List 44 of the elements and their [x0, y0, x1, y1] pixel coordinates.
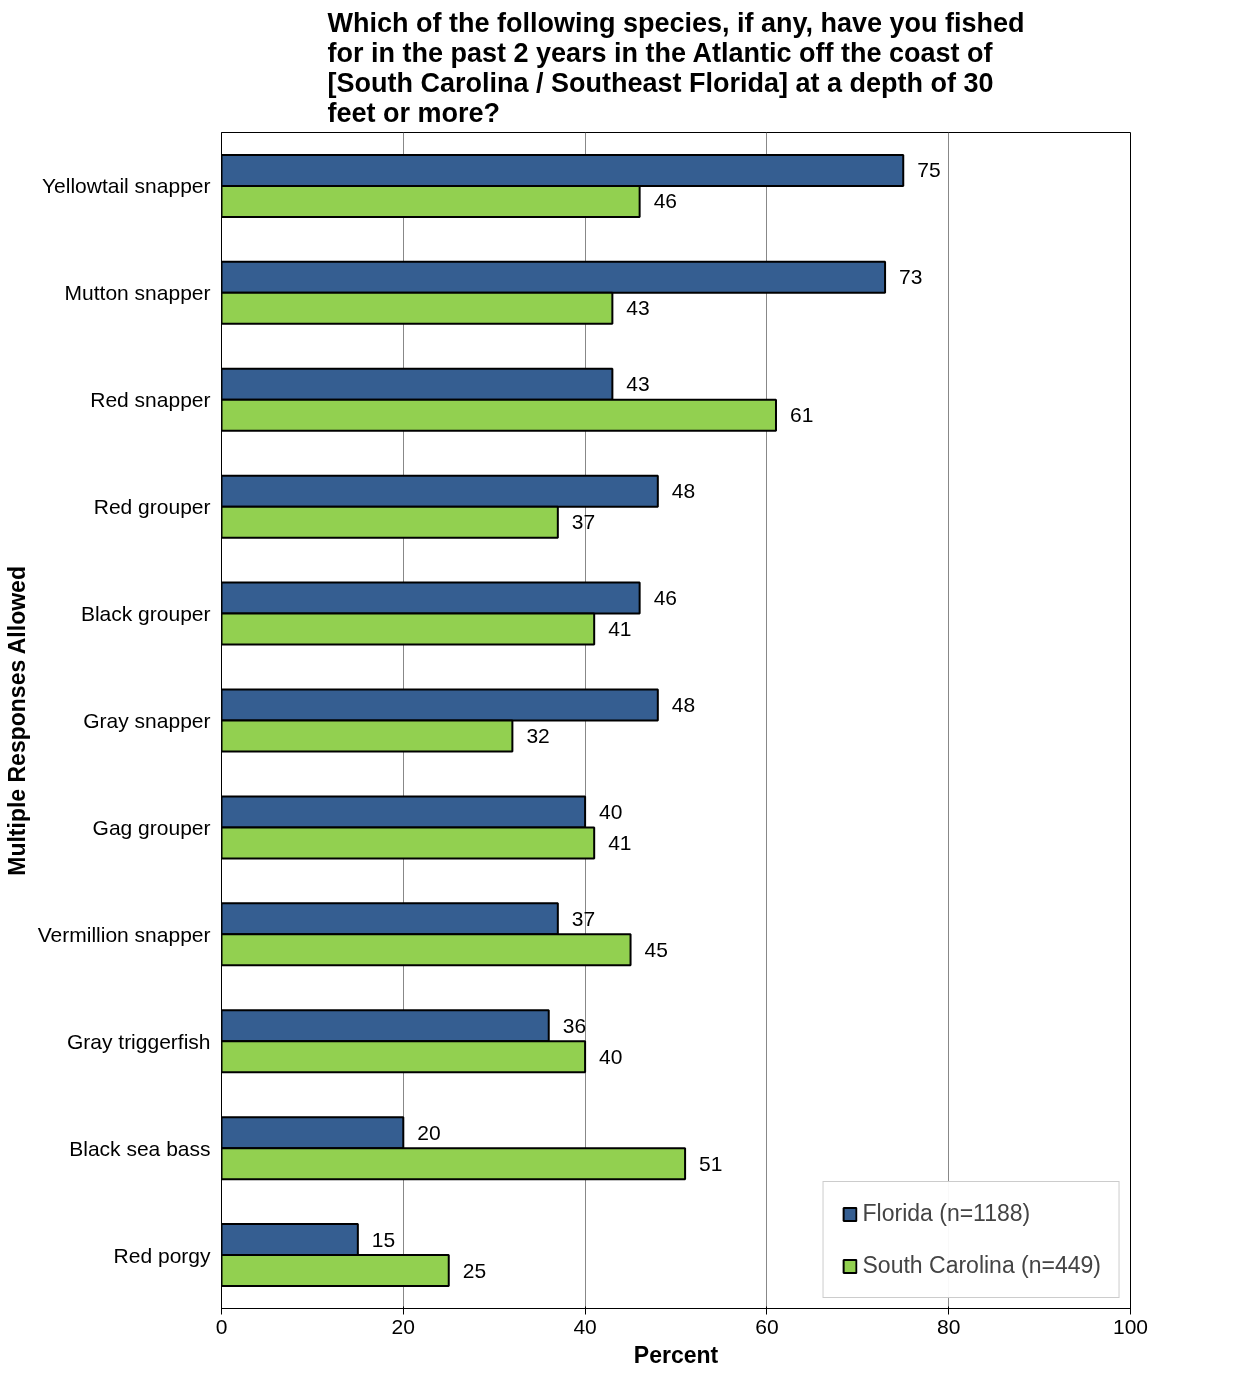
data-label: 43	[626, 372, 650, 396]
data-label: 46	[653, 189, 677, 213]
chart-title: Which of the following species, if any, have you fished for in the past 2 years in the Atlantic off the coast of [South Carolina / Southeast Florida] at a depth of 30 feet or more?	[327, 7, 1025, 128]
y-tick-label: Gag grouper	[92, 815, 211, 839]
y-tick-label: Red snapper	[90, 388, 211, 412]
data-label: 40	[599, 1044, 623, 1068]
x-tick-label: 20	[391, 1314, 415, 1338]
x-tick-label: 60	[755, 1314, 779, 1338]
y-tick-label: Black grouper	[80, 602, 211, 626]
y-axis-title: Multiple Responses Allowed	[3, 566, 30, 876]
data-label: 25	[462, 1258, 487, 1282]
data-label: 48	[671, 693, 696, 716]
x-tick-label: 100	[1112, 1314, 1149, 1338]
data-label: 36	[562, 1013, 587, 1037]
x-tick-label: 80	[937, 1314, 961, 1338]
data-label: 48	[671, 479, 696, 503]
x-tick-label: 40	[573, 1314, 597, 1338]
y-tick-label: Gray triggerfish	[66, 1029, 211, 1053]
data-label: 41	[608, 617, 632, 641]
data-label: 37	[571, 906, 596, 930]
data-label: 40	[599, 799, 623, 823]
y-tick-label: Vermillion snapper	[37, 922, 211, 946]
data-label: 73	[899, 265, 923, 289]
data-label: 32	[526, 724, 550, 747]
y-tick-label: Mutton snapper	[64, 281, 211, 305]
data-label: 75	[917, 158, 941, 182]
y-tick-label: Red porgy	[113, 1243, 211, 1267]
data-label: 37	[571, 510, 596, 534]
data-label: 45	[644, 937, 668, 961]
data-label: 15	[371, 1227, 396, 1251]
data-label: 20	[417, 1120, 441, 1144]
y-tick-label: Black sea bass	[69, 1136, 211, 1160]
data-label: 46	[653, 586, 677, 610]
legend-label: South Carolina (n=449)	[862, 1252, 1101, 1279]
legend-label: Florida (n=1188)	[862, 1200, 1031, 1227]
y-tick-label: Red grouper	[93, 495, 211, 519]
data-label: 61	[789, 403, 814, 427]
x-tick-label: 0	[215, 1314, 228, 1338]
y-tick-label: Gray snapper	[83, 709, 211, 732]
data-label: 43	[626, 296, 650, 320]
data-label: 41	[608, 830, 632, 854]
x-axis-title: Percent	[633, 1341, 719, 1368]
data-label: 51	[699, 1151, 723, 1175]
y-tick-label: Yellowtail snapper	[42, 174, 211, 198]
